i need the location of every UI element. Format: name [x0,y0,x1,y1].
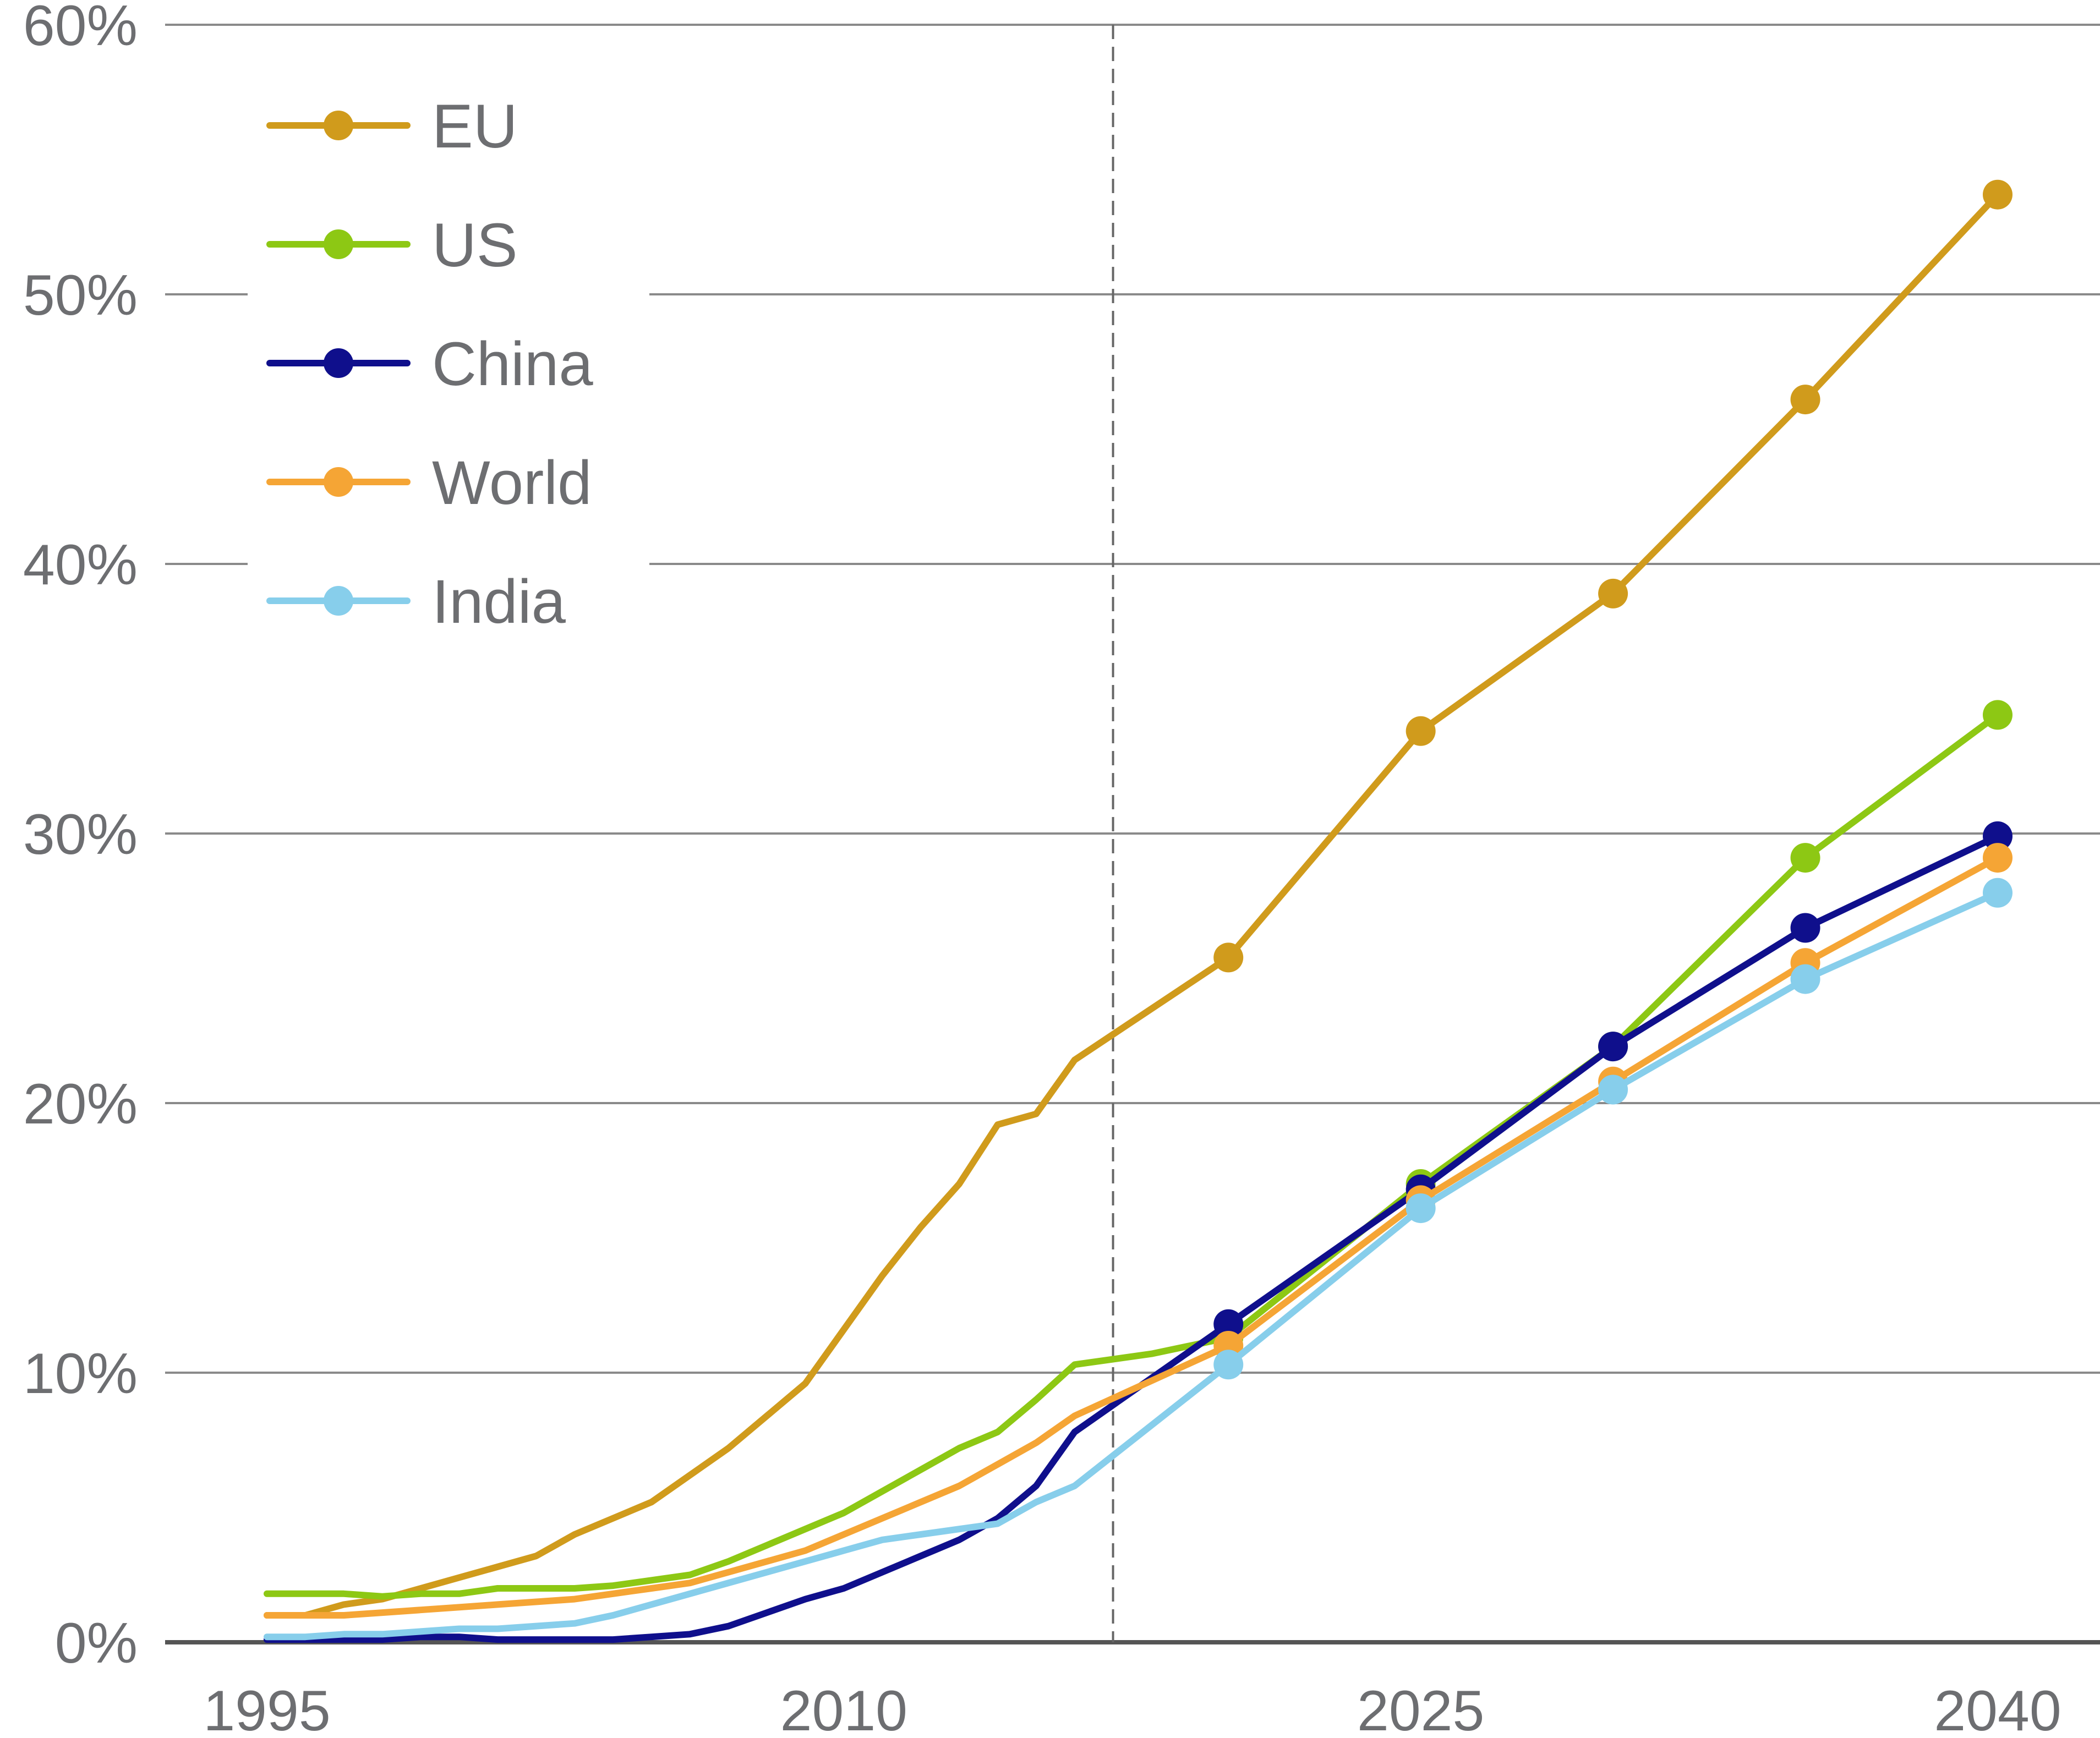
data-point-eu-2020 [1213,942,1244,973]
data-point-india-2035 [1790,964,1820,994]
legend-item-world: World [266,448,592,517]
legend-item-india: India [266,567,566,636]
y-tick-label-20: 20% [23,1072,138,1136]
series-line-us [264,711,2001,1600]
legend-swatch-marker-china [324,348,353,378]
legend-label-india: India [432,567,566,636]
x-tick-label-1995: 1995 [203,1679,330,1738]
legend-item-eu: EU [266,92,518,161]
x-tick-label-2025: 2025 [1357,1679,1484,1738]
data-point-eu-2030 [1598,578,1628,608]
x-axis-ticks: 1995 2010 2025 2040 [203,1679,2061,1738]
legend-label-us: US [432,211,518,279]
data-point-eu-2035 [1790,385,1820,415]
y-tick-label-10: 10% [23,1342,138,1406]
data-point-india-2030 [1598,1074,1628,1105]
series-india [264,878,2012,1641]
y-tick-label-0: 0% [55,1611,138,1675]
legend-item-china: China [266,330,593,398]
legend-item-us: US [266,211,518,279]
data-point-us-2035 [1790,843,1820,873]
legend-label-china: China [432,330,593,398]
data-point-eu-2040 [1983,179,2012,210]
y-tick-label-50: 50% [23,264,138,327]
data-point-eu-2025 [1406,716,1436,746]
data-point-china-2040 [1983,821,2012,851]
series-line-world [264,854,2001,1619]
y-tick-label-60: 60% [23,0,138,58]
data-point-us-2040 [1983,700,2012,730]
data-point-china-2035 [1790,913,1820,943]
legend-swatch-marker-world [324,467,353,497]
data-point-india-2020 [1213,1350,1244,1380]
data-point-india-2040 [1983,878,2012,908]
legend-label-world: World [432,448,592,517]
series-group [264,179,2012,1643]
data-point-world-2040 [1983,843,2012,873]
series-line-india [264,889,2001,1641]
series-line-china [264,832,2001,1643]
legend-swatch-marker-us [324,229,353,259]
x-tick-label-2040: 2040 [1934,1679,2061,1738]
y-tick-label-30: 30% [23,803,138,867]
data-point-india-2025 [1406,1193,1436,1224]
data-point-china-2020 [1213,1309,1244,1339]
y-tick-label-40: 40% [23,533,138,597]
x-tick-label-2010: 2010 [780,1679,907,1738]
legend: EU US China World India [248,61,649,666]
y-axis-ticks: 0% 10% 20% 30% 40% 50% 60% [23,0,138,1675]
series-line-eu [264,191,2001,1619]
data-point-china-2030 [1598,1032,1628,1062]
legend-swatch-marker-eu [324,111,353,140]
legend-label-eu: EU [432,92,518,161]
series-china [264,821,2012,1643]
series-eu [264,179,2012,1619]
legend-swatch-marker-india [324,586,353,616]
